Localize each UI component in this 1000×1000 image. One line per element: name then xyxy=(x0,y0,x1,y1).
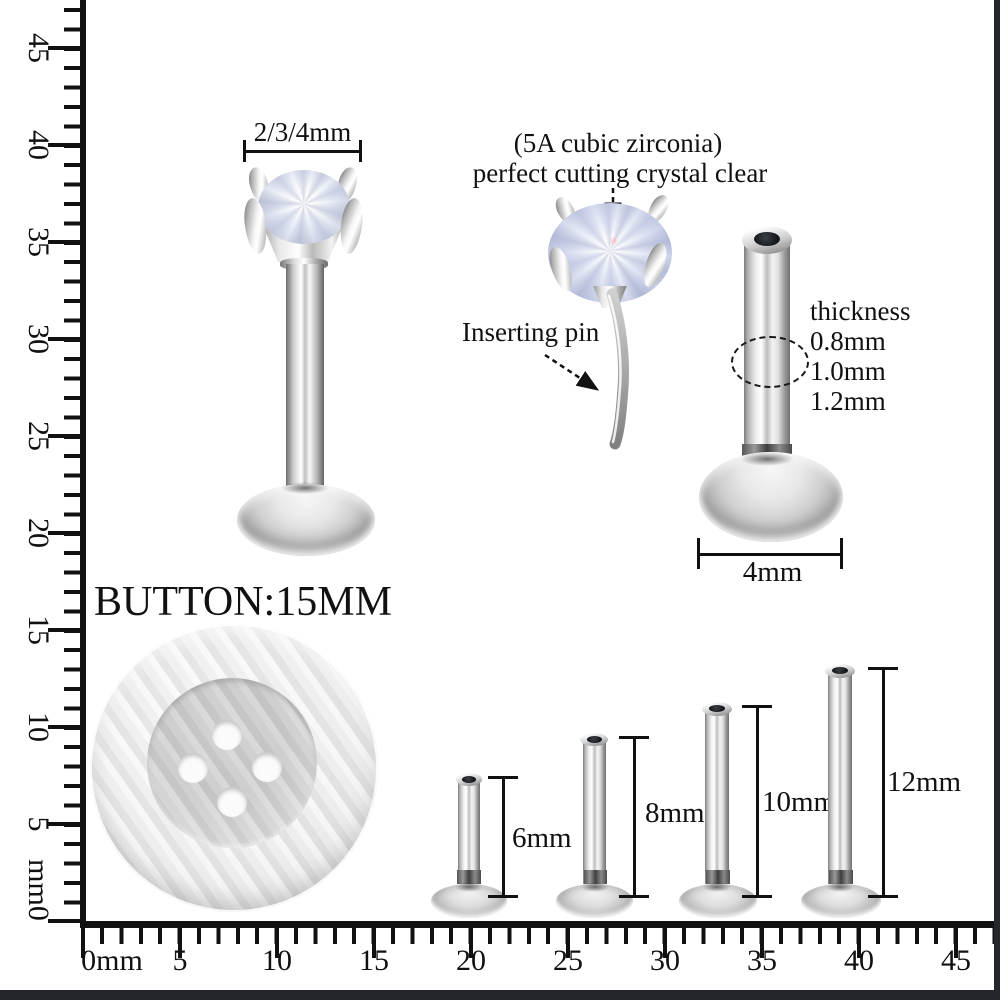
size-post-base-shadow xyxy=(703,882,731,892)
photo-edge-right xyxy=(994,0,1000,1000)
size-post-hole xyxy=(462,776,476,783)
size-post-tube xyxy=(705,708,729,884)
measure-cap xyxy=(742,895,772,898)
thickness-option: 1.0mm xyxy=(810,356,886,386)
bracket-end-right xyxy=(840,538,843,569)
measure-cap xyxy=(619,895,649,898)
size-post-base-shadow xyxy=(826,882,854,892)
measure-line xyxy=(756,706,759,898)
stud-width-bracket xyxy=(244,150,362,153)
size-post-hole xyxy=(709,705,725,712)
stud-post xyxy=(286,264,324,488)
size-label: 12mm xyxy=(887,766,962,798)
size-post-junction xyxy=(584,870,607,884)
zirconia-caption-line2: perfect cutting crystal clear xyxy=(472,158,768,188)
base-width-bracket xyxy=(698,553,843,556)
vertical-ruler-major-ticks xyxy=(48,46,80,924)
thickness-option: 1.2mm xyxy=(810,386,886,416)
size-label: 8mm xyxy=(645,797,705,829)
size-post-hole xyxy=(587,736,602,743)
inserting-pin-label: Inserting pin xyxy=(462,317,600,347)
stud-base-disc xyxy=(237,484,375,556)
size-post-tube xyxy=(458,779,480,884)
thickness-block: thickness 0.8mm 1.0mm 1.2mm xyxy=(810,296,911,416)
measure-cap xyxy=(868,667,898,670)
zirconia-caption-line1: (5A cubic zirconia) xyxy=(513,128,723,158)
measure-line xyxy=(882,668,885,898)
photo-edge-bottom xyxy=(0,990,1000,1000)
bracket-end-right xyxy=(359,140,362,162)
size-post-base-shadow xyxy=(455,882,483,892)
bracket-end-left xyxy=(243,140,246,162)
measure-line xyxy=(633,737,636,898)
inserting-pin xyxy=(606,288,629,450)
horizontal-ruler-line xyxy=(80,921,994,928)
thickness-title: thickness xyxy=(810,296,911,326)
size-post-base-shadow xyxy=(581,882,609,892)
button-recess xyxy=(147,678,317,848)
size-post-junction xyxy=(829,870,853,884)
stud-gem xyxy=(258,170,350,244)
size-post-hole xyxy=(832,667,848,674)
stud-base-shadow xyxy=(281,482,329,494)
vertical-ruler-line xyxy=(80,0,86,928)
button-size-label: BUTTON:15MM xyxy=(94,579,392,625)
measure-cap xyxy=(742,705,772,708)
size-post-junction xyxy=(457,870,481,884)
bracket-end-left xyxy=(697,538,700,569)
measure-cap xyxy=(868,895,898,898)
thickness-indicator-circle xyxy=(731,336,809,388)
horizontal-ruler-major-ticks xyxy=(81,928,994,958)
button-hole xyxy=(178,753,208,783)
base-width-label: 4mm xyxy=(742,556,803,588)
button-hole xyxy=(217,787,247,817)
size-label: 10mm xyxy=(762,786,837,818)
labret-post-base-shadow xyxy=(740,452,794,466)
measure-line xyxy=(502,777,505,898)
size-post-tube xyxy=(828,670,852,884)
button-hole xyxy=(212,720,242,750)
labret-post-base-disc xyxy=(699,452,843,542)
labret-post-hole xyxy=(754,232,780,246)
size-label: 6mm xyxy=(512,822,572,854)
button-hole xyxy=(252,752,282,782)
size-post-junction xyxy=(706,870,730,884)
size-post-tube xyxy=(583,739,606,884)
measure-cap xyxy=(488,895,518,898)
measure-cap xyxy=(488,776,518,779)
stud-width-label: 2/3/4mm xyxy=(253,117,352,147)
thickness-option: 0.8mm xyxy=(810,326,886,356)
measure-cap xyxy=(619,736,649,739)
inserting-pin-arrow-icon xyxy=(544,353,600,391)
